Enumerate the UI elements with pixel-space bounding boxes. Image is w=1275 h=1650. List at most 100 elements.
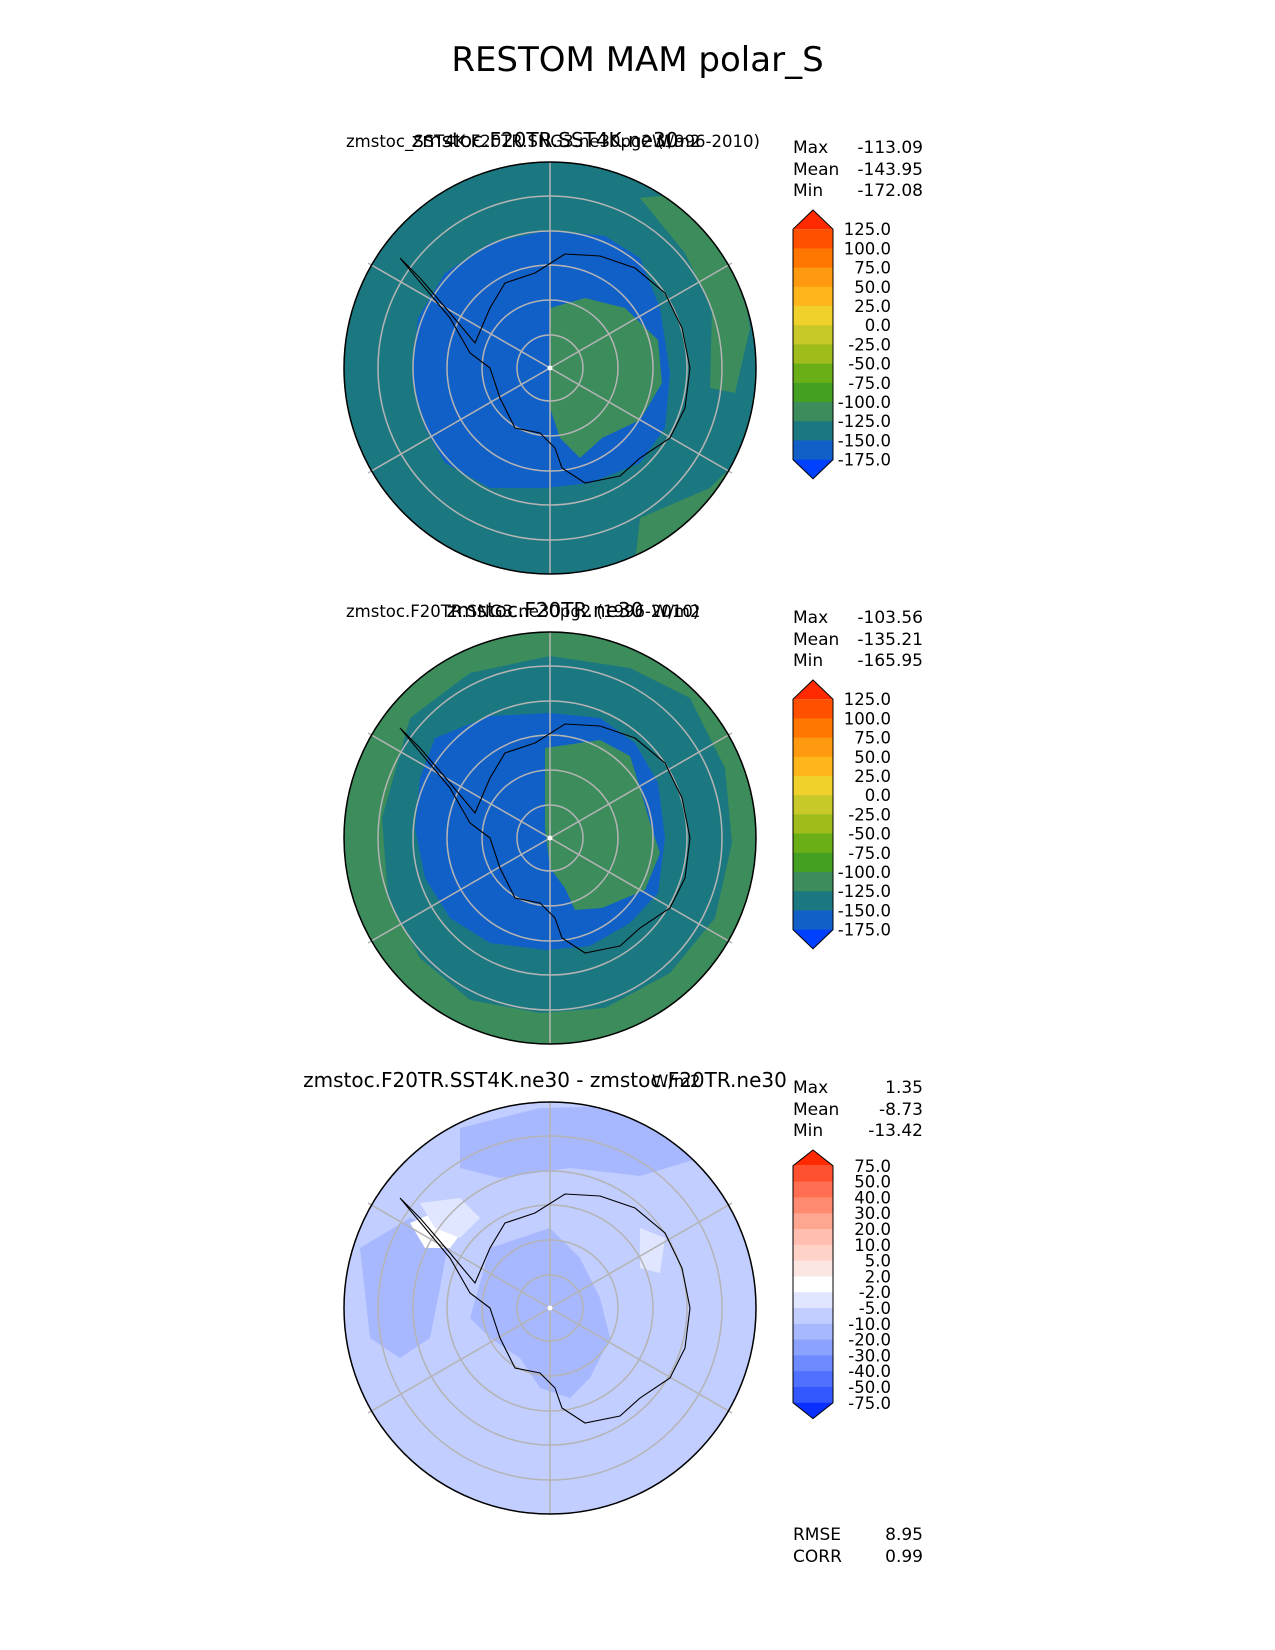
- colorbar-segment: [793, 1276, 833, 1293]
- colorbar-tick-label: -100.0: [838, 863, 891, 882]
- colorbar-segment: [793, 756, 833, 777]
- mean-label: Mean: [793, 159, 840, 180]
- mean-label: Mean: [793, 629, 840, 650]
- colorbar-tick-label: -175.0: [838, 451, 891, 470]
- darker-patch: [460, 1106, 700, 1178]
- colorbar-tick-label: 50.0: [854, 278, 891, 297]
- colorbar-segment: [793, 929, 833, 949]
- colorbar-segment: [793, 833, 833, 854]
- max-label: Max: [793, 1078, 829, 1098]
- south-pole-marker: [547, 1305, 553, 1311]
- min-label: Min: [793, 1121, 824, 1141]
- colorbar-tick-label: -75.0: [848, 844, 891, 863]
- max-value: 1.35: [885, 1078, 923, 1098]
- panel-title-center: zmstoc.F20TR.SST4K.ne30: [411, 128, 679, 152]
- antarctica-coastline: [399, 723, 691, 954]
- colorbar-tick-label: -2.0: [859, 1283, 891, 1302]
- mean-value: -135.21: [857, 629, 923, 650]
- colorbar-segment: [793, 267, 833, 288]
- colorbar-segment: [793, 344, 833, 365]
- colorbar-segment: [793, 306, 833, 326]
- max-label: Max: [793, 138, 829, 158]
- map-boundary: [343, 1101, 757, 1515]
- panel-title-units: W/m2: [652, 602, 701, 621]
- colorbar-segment: [793, 1260, 833, 1277]
- rmse-value: 8.95: [885, 1525, 923, 1545]
- max-label: Max: [793, 608, 829, 628]
- plateau-field: [545, 740, 660, 910]
- min-value: -13.42: [868, 1121, 923, 1141]
- colorbar-tick-label: -125.0: [838, 882, 891, 901]
- min-value: -165.95: [857, 651, 923, 671]
- colorbar-segment: [793, 795, 833, 815]
- panel-title-left: zmstoc_SST4K.F20TR.SNG3.ne30pg2 (1996-20…: [346, 132, 760, 151]
- colorbar-tick-label: 125.0: [844, 220, 891, 239]
- light-patch: [420, 1198, 480, 1238]
- colorbar-tick-label: -75.0: [848, 1394, 891, 1413]
- colorbar-segment: [793, 1150, 833, 1166]
- min-label: Min: [793, 651, 824, 671]
- colorbar-tick-label: 75.0: [854, 729, 891, 748]
- panel-title-units: W/m2: [652, 132, 701, 151]
- panel-title-center: zmstoc.F20TR.SST4K.ne30 - zmstoc.F20TR.n…: [303, 1068, 787, 1092]
- colorbar-segment: [793, 1308, 833, 1325]
- panel-title-units: W/m2: [652, 1072, 701, 1091]
- colorbar-tick-label: -175.0: [838, 921, 891, 940]
- colorbar-segment: [793, 737, 833, 758]
- colorbar-tick-label: 100.0: [844, 239, 891, 258]
- colorbar-segment: [793, 1355, 833, 1372]
- colorbar-tick-label: -75.0: [848, 374, 891, 393]
- panel-difference: zmstoc.F20TR.SST4K.ne30 - zmstoc.F20TR.n…: [0, 1068, 1275, 1538]
- colorbar-segment: [793, 1213, 833, 1230]
- colorbar-segment: [793, 872, 833, 892]
- colorbar-tick-label: -50.0: [848, 355, 891, 374]
- colorbar-segment: [793, 1244, 833, 1262]
- colorbar-segment: [793, 1371, 833, 1388]
- colorbar-tick-label: -125.0: [838, 412, 891, 431]
- colorbar-tick-label: 100.0: [844, 709, 891, 728]
- colorbar-tick-label: 25.0: [854, 297, 891, 316]
- colorbar-segment: [793, 421, 833, 441]
- light-patch: [640, 1228, 665, 1273]
- colorbar-outline: [792, 679, 834, 950]
- colorbar-segment: [793, 402, 833, 422]
- colorbar-segment: [793, 814, 833, 835]
- colorbar-segment: [793, 363, 833, 384]
- colorbar-segment: [793, 852, 833, 873]
- stats-box: Max -103.56 Mean -135.21 Min -165.95: [793, 608, 923, 673]
- colorbar-segment: [793, 891, 833, 911]
- colorbar-tick-label: 30.0: [854, 1204, 891, 1223]
- colorbar-segment: [793, 210, 833, 230]
- stats-box: Max -113.09 Mean -143.95 Min -172.08: [793, 138, 923, 203]
- colorbar-segment: [793, 1323, 833, 1341]
- polar-map-reference: [343, 631, 757, 1045]
- colorbar-segment: [793, 1402, 833, 1419]
- colorbar-segment: [793, 1165, 833, 1183]
- darker-patch: [360, 1218, 450, 1358]
- map-boundary: [343, 161, 757, 575]
- corr-label: CORR: [793, 1546, 842, 1567]
- colorbar-segment: [793, 699, 833, 719]
- map-boundary: [343, 631, 757, 1045]
- colorbar-segment: [793, 325, 833, 345]
- colorbar: 125.0100.075.050.025.00.0-25.0-50.0-75.0…: [792, 209, 891, 480]
- colorbar-tick-label: 125.0: [844, 690, 891, 709]
- colorbar-tick-label: 20.0: [854, 1220, 891, 1239]
- colorbar-tick-label: -10.0: [848, 1315, 891, 1334]
- colorbar-tick-label: -5.0: [859, 1299, 891, 1318]
- colorbar-tick-label: 75.0: [854, 259, 891, 278]
- colorbar-segment: [793, 459, 833, 479]
- colorbar-segment: [793, 1181, 833, 1198]
- colorbar-tick-label: -50.0: [848, 825, 891, 844]
- colorbar-segment: [793, 440, 833, 461]
- colorbar-tick-label: -150.0: [838, 431, 891, 450]
- plateau-field: [550, 298, 662, 458]
- colorbar-outline: [792, 209, 834, 480]
- mean-value: -8.73: [879, 1099, 923, 1120]
- darker-patch: [344, 1398, 370, 1478]
- colorbar-tick-label: 50.0: [854, 1173, 891, 1192]
- mean-value: -143.95: [857, 159, 923, 180]
- min-label: Min: [793, 181, 824, 201]
- colorbar-tick-label: 40.0: [854, 1188, 891, 1207]
- colorbar-tick-label: 0.0: [865, 786, 891, 805]
